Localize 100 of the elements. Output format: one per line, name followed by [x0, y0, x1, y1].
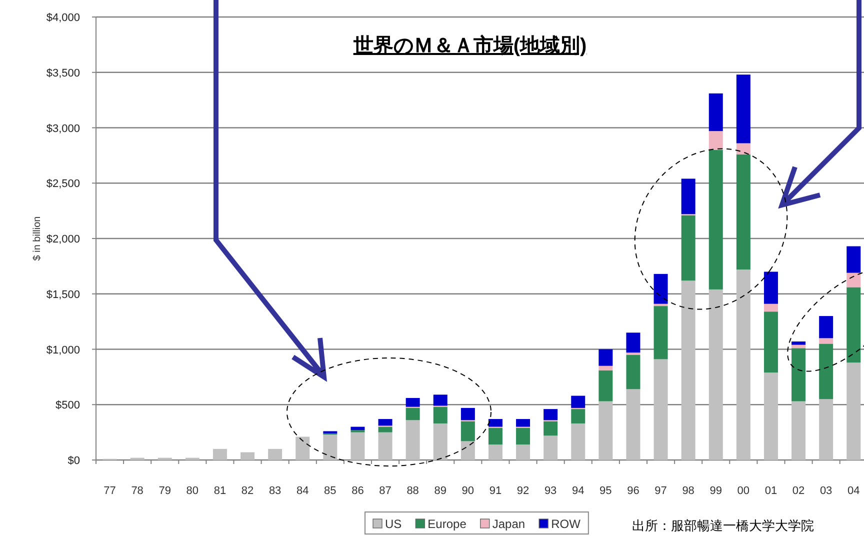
- x-tick-label: 92: [516, 485, 530, 497]
- bar: [708, 93, 723, 132]
- x-tick-label: 93: [544, 485, 557, 497]
- bar: [819, 338, 834, 344]
- bar: [792, 348, 806, 402]
- x-tick-label: 82: [241, 485, 254, 497]
- x-tick-label: 83: [268, 485, 282, 497]
- x-tick-label: 88: [406, 485, 419, 497]
- x-tick-label: 96: [627, 485, 640, 497]
- bar: [626, 332, 640, 353]
- legend-label: Europe: [428, 517, 467, 531]
- bar: [598, 370, 613, 402]
- bar: [268, 448, 282, 460]
- bar: [488, 428, 502, 444]
- y-tick-label: $2,000: [46, 234, 80, 246]
- bar: [792, 401, 806, 460]
- bar: [516, 444, 530, 460]
- bar: [764, 312, 778, 373]
- bar: [350, 432, 365, 460]
- bar: [571, 423, 586, 460]
- x-tick-label: 04: [848, 485, 860, 497]
- bar: [654, 304, 668, 306]
- bar: [488, 444, 502, 460]
- text: 出所：服部暢達一橋大学大学院: [632, 518, 814, 533]
- bar: [598, 366, 613, 370]
- bar: [654, 306, 668, 360]
- x-tick-label: 95: [600, 485, 612, 497]
- bar: [736, 143, 750, 154]
- bar: [654, 359, 668, 460]
- bar: [846, 362, 861, 460]
- bar: [764, 272, 778, 304]
- x-tick-label: 84: [296, 485, 309, 497]
- y-tick-label: $3,500: [46, 67, 80, 80]
- x-tick-label: 99: [710, 485, 722, 497]
- bar: [626, 354, 640, 390]
- bar: [240, 452, 255, 460]
- legend-label: ROW: [551, 517, 582, 531]
- bar: [819, 316, 834, 338]
- bar: [736, 154, 750, 270]
- bar: [764, 372, 778, 460]
- x-tick-label: 01: [764, 485, 778, 497]
- x-tick-label: 89: [434, 485, 446, 497]
- x-tick-label: 90: [462, 485, 474, 497]
- bar: [406, 398, 420, 407]
- bar: [846, 246, 861, 273]
- bar: [792, 341, 806, 345]
- x-tick-label: 81: [214, 485, 226, 497]
- bar: [736, 74, 750, 144]
- x-tick-label: 87: [379, 485, 392, 497]
- bar: [626, 389, 640, 460]
- bar: [708, 150, 723, 290]
- x-tick-label: 77: [104, 485, 116, 497]
- bar: [406, 408, 420, 420]
- bar: [544, 421, 558, 436]
- x-tick-label: 78: [131, 485, 144, 497]
- bar: [460, 421, 475, 442]
- y-tick-label: $0: [68, 455, 80, 467]
- y-tick-label: $3,000: [46, 122, 80, 135]
- bar: [681, 280, 696, 460]
- bar: [736, 270, 750, 460]
- bar: [544, 409, 558, 420]
- bar: [516, 419, 530, 427]
- bar: [460, 408, 475, 420]
- y-axis-title: $ in billion: [32, 216, 43, 261]
- bar: [433, 423, 448, 460]
- x-tick-label: 85: [324, 485, 336, 497]
- x-tick-label: 97: [654, 485, 667, 497]
- bar: [350, 426, 365, 430]
- bar: [378, 432, 392, 460]
- bar: [323, 434, 338, 460]
- bar: [708, 131, 723, 150]
- bar: [406, 420, 420, 460]
- x-tick-label: 91: [489, 485, 502, 497]
- bar: [516, 428, 530, 444]
- x-tick-label: 98: [682, 485, 694, 497]
- y-tick-label: $4,000: [46, 12, 80, 24]
- x-tick-label: 94: [572, 485, 584, 497]
- bar: [296, 436, 310, 460]
- bar: [846, 287, 861, 363]
- bar: [654, 274, 668, 304]
- y-tick-label: $1,000: [46, 344, 80, 356]
- x-tick-label: 79: [158, 485, 171, 497]
- legend-label: US: [385, 517, 402, 531]
- x-tick-label: 03: [820, 485, 832, 497]
- bar: [681, 215, 696, 281]
- bar: [544, 436, 558, 460]
- bar: [764, 304, 778, 312]
- x-tick-label: 02: [792, 485, 805, 497]
- bar: [819, 344, 834, 400]
- y-tick-label: $1,500: [46, 288, 80, 301]
- x-tick-label: 80: [186, 485, 199, 497]
- bar: [378, 419, 392, 426]
- x-tick-label: 86: [352, 485, 364, 497]
- x-tick-label: 00: [737, 485, 750, 497]
- bar: [792, 344, 806, 348]
- bar: [598, 349, 613, 366]
- y-tick-label: $500: [56, 400, 80, 412]
- bar: [598, 401, 613, 460]
- bar: [212, 448, 227, 460]
- bar: [819, 399, 834, 460]
